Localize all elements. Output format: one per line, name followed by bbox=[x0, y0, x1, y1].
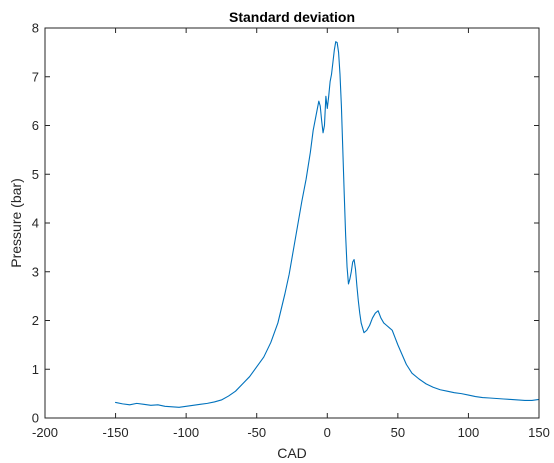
plot-box bbox=[44, 27, 540, 419]
y-tick-label: 2 bbox=[32, 313, 39, 328]
y-tick-label: 3 bbox=[32, 264, 39, 279]
y-tick-label: 1 bbox=[32, 362, 39, 377]
x-tick-label: 150 bbox=[528, 425, 550, 440]
x-tick-label: 50 bbox=[391, 425, 405, 440]
x-axis-ticks: -200 -150 -100 -50 0 50 100 150 bbox=[32, 28, 550, 440]
y-tick-label: 0 bbox=[32, 411, 39, 426]
x-tick-label: 100 bbox=[458, 425, 480, 440]
x-tick-label: -200 bbox=[32, 425, 58, 440]
series-line bbox=[115, 41, 540, 408]
y-tick-label: 6 bbox=[32, 118, 39, 133]
y-axis-title: Pressure (bar) bbox=[8, 178, 24, 267]
y-tick-label: 5 bbox=[32, 167, 39, 182]
x-tick-label: -50 bbox=[247, 425, 266, 440]
y-tick-label: 8 bbox=[32, 21, 39, 36]
y-tick-label: 4 bbox=[32, 216, 39, 231]
y-tick-label: 7 bbox=[32, 69, 39, 84]
x-tick-label: -100 bbox=[173, 425, 199, 440]
y-axis-ticks: 0 1 2 3 4 5 6 7 8 bbox=[32, 21, 539, 426]
series-layer bbox=[115, 41, 540, 408]
plot-background bbox=[45, 28, 539, 418]
x-tick-label: 0 bbox=[324, 425, 331, 440]
x-tick-label: -150 bbox=[103, 425, 129, 440]
x-axis-title: CAD bbox=[277, 445, 307, 461]
chart-title: Standard deviation bbox=[229, 9, 355, 25]
